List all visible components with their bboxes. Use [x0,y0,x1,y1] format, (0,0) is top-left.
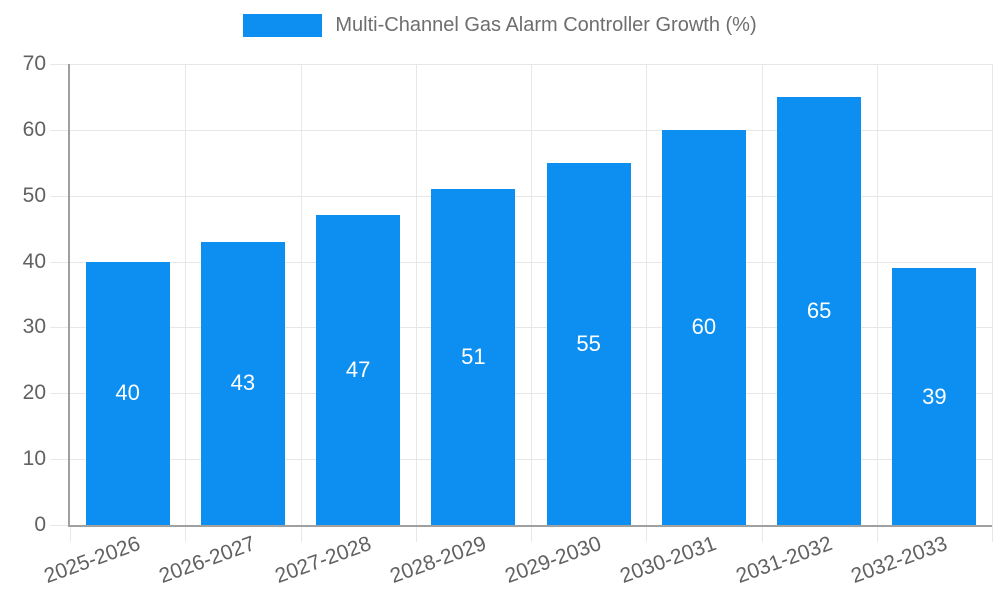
x-axis-category-label: 2026-2027 [156,532,259,588]
legend: Multi-Channel Gas Alarm Controller Growt… [0,14,1000,37]
x-gridline [876,64,878,525]
legend-label: Multi-Channel Gas Alarm Controller Growt… [335,14,757,36]
y-axis-tick [50,525,70,526]
x-axis-category-label: 2032-2033 [847,532,951,588]
y-axis-tick-label: 10 [22,447,46,471]
x-gridline [992,64,993,525]
y-axis-tick-label: 0 [34,513,46,536]
y-axis-tick-label: 50 [22,183,46,207]
bar-value-label: 43 [230,370,256,396]
bar [85,261,170,525]
x-axis-tick [70,525,71,542]
x-axis-tick [531,525,532,542]
bar-value-label: 60 [691,314,717,340]
y-axis-tick [50,64,70,65]
x-axis-category-label: 2028-2029 [386,532,490,588]
y-axis-line [68,64,70,527]
x-axis-category-label: 2027-2028 [271,532,374,588]
x-axis-tick [876,525,878,542]
y-axis-tick-label: 30 [22,315,46,339]
y-axis-tick [50,393,70,395]
x-axis-category-label: 2031-2032 [732,532,835,588]
legend-swatch [243,14,323,37]
x-axis-tick [992,525,993,542]
x-gridline [300,64,302,525]
y-axis-tick [50,129,70,131]
bar-value-label: 40 [115,380,140,406]
y-axis-tick-label: 70 [22,52,46,75]
bar-value-label: 51 [461,344,486,370]
y-axis-tick [50,261,70,263]
x-axis-category-label: 2030-2031 [617,532,720,588]
y-axis-tick-label: 20 [22,381,46,405]
bar-value-label: 47 [345,357,371,383]
y-axis-tick-label: 40 [22,249,46,273]
bar [892,268,977,525]
x-gridline [761,64,763,525]
x-axis-tick [185,525,187,542]
x-gridline [531,64,532,525]
x-axis-line [68,525,992,527]
y-axis-tick-label: 60 [22,117,46,141]
bar [200,241,285,525]
x-axis-category-label: 2029-2030 [502,532,605,588]
bar-value-label: 39 [922,383,947,409]
bar [431,189,516,525]
y-axis-tick [50,327,70,329]
bar [777,96,862,525]
x-axis-tick [300,525,302,542]
bar [546,162,631,525]
x-axis-tick [761,525,763,542]
x-axis-category-label: 2025-2026 [41,532,144,588]
x-gridline [415,64,417,525]
x-gridline [185,64,187,525]
x-axis-tick [415,525,417,542]
x-axis-tick [646,525,648,542]
bar-value-label: 55 [576,330,601,356]
y-axis-tick [50,195,70,197]
bar [316,215,401,525]
bar-value-label: 65 [806,297,832,323]
bar [661,129,746,525]
y-axis-tick [50,459,70,461]
x-gridline [646,64,648,525]
